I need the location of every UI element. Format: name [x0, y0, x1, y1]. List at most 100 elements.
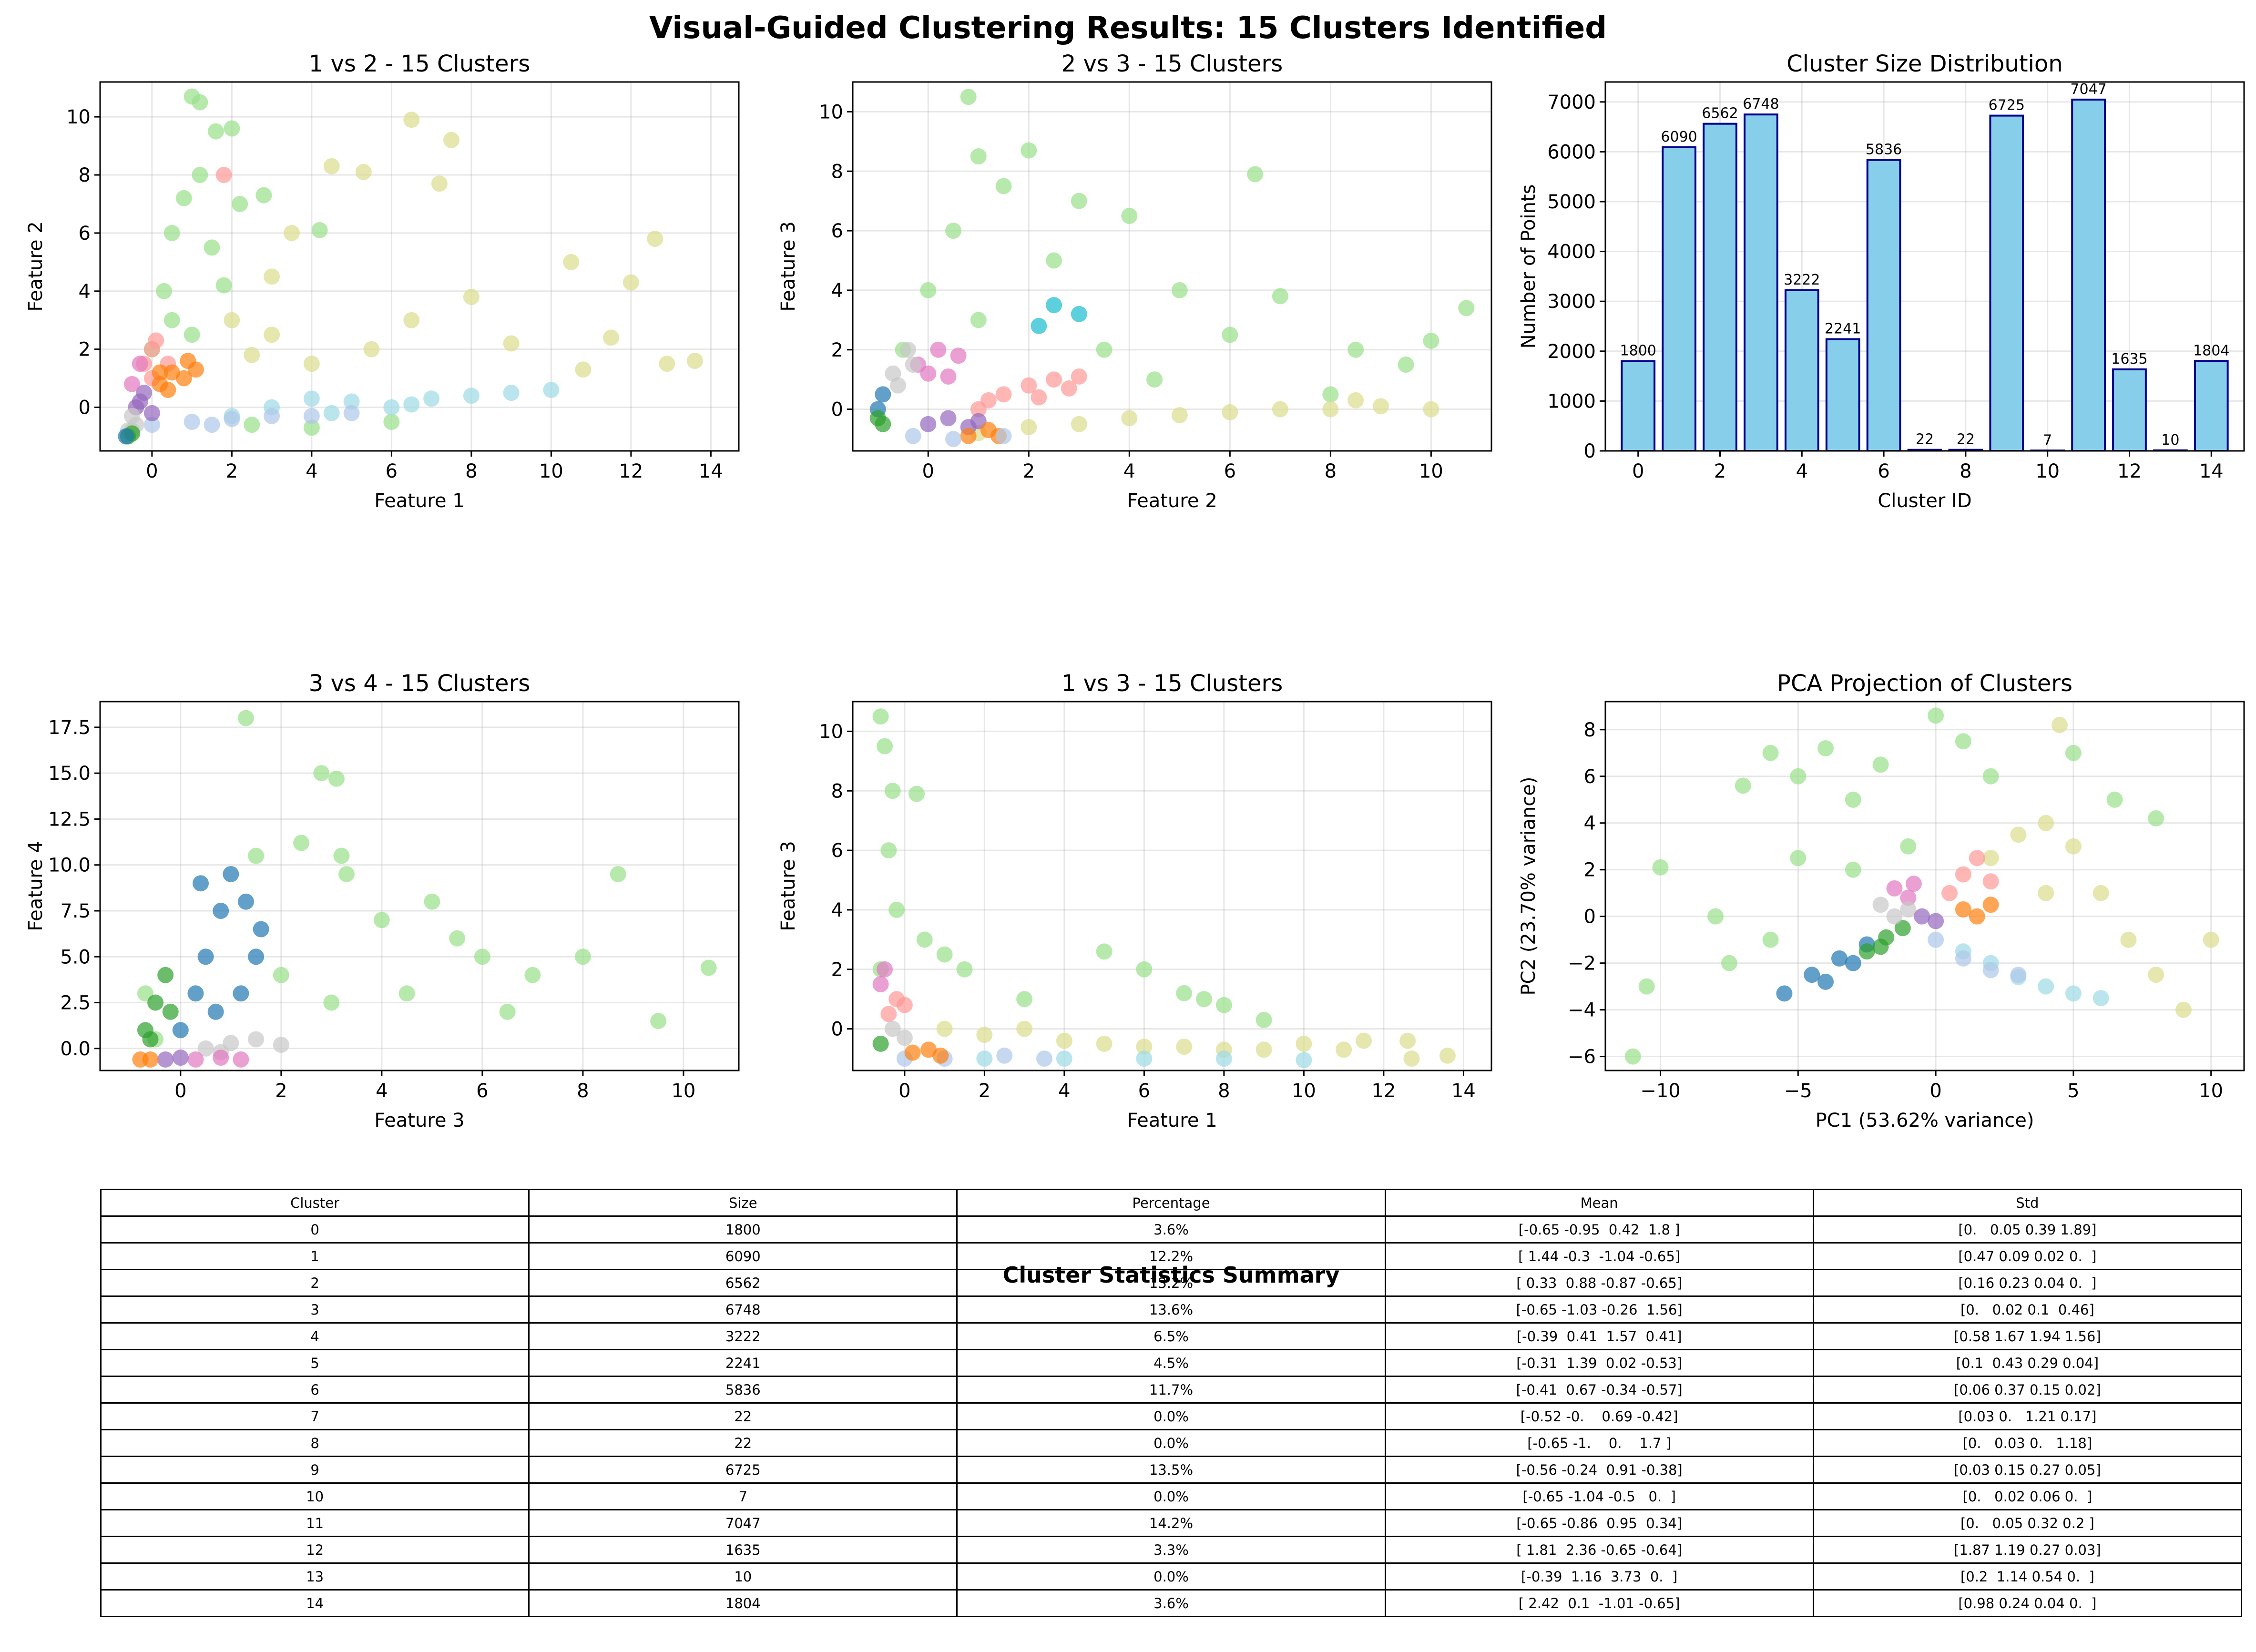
scatter-point-cluster-6 — [1955, 866, 1971, 883]
y-tick-label: 2 — [1584, 859, 1596, 881]
y-tick-label: 0 — [831, 399, 843, 421]
scatter-point-cluster-9 — [875, 386, 891, 403]
table-cell: 2241 — [528, 1349, 958, 1377]
x-tick-label: 14 — [1451, 1080, 1476, 1102]
scatter-point-cluster-0 — [184, 326, 200, 343]
table-cell: 6748 — [528, 1295, 958, 1324]
table-cell: 7047 — [528, 1509, 958, 1537]
scatter-point-cluster-1 — [936, 1020, 953, 1037]
table-cell: [-0.56 -0.24 0.91 -0.38] — [1384, 1456, 1814, 1484]
scatter-point-cluster-6 — [1982, 873, 1999, 890]
axes-frame — [99, 701, 740, 1071]
scatter-point-cluster-0 — [909, 785, 925, 802]
y-tick-label: 6 — [79, 223, 91, 245]
scatter-point-cluster-2 — [1031, 389, 1047, 406]
scatter-point-cluster-6 — [960, 428, 977, 444]
scatter-point-cluster-0 — [1247, 166, 1264, 183]
bar-cluster-2 — [1703, 122, 1737, 451]
x-tick-label: 0 — [1632, 460, 1644, 482]
scatter-point-cluster-4 — [905, 356, 921, 373]
scatter-point-cluster-0 — [244, 417, 260, 433]
scatter-point-cluster-3 — [920, 365, 937, 382]
table-cell: 4 — [100, 1322, 530, 1350]
scatter-point-cluster-0 — [1021, 142, 1037, 159]
plot-area — [1624, 707, 2219, 1065]
scatter-point-cluster-0 — [1096, 341, 1113, 358]
x-tick-label: 2 — [979, 1080, 990, 1102]
table-cell: 13 — [100, 1562, 530, 1591]
scatter-point-cluster-2 — [543, 382, 560, 398]
scatter-point-cluster-8 — [872, 1035, 889, 1052]
x-tick-label: 14 — [2199, 460, 2224, 482]
x-tick-label: 6 — [476, 1080, 488, 1102]
plot-area — [872, 708, 1456, 1069]
x-tick-label: 4 — [1123, 460, 1135, 482]
x-tick-label: −10 — [1640, 1080, 1680, 1102]
bar-cluster-4 — [1784, 289, 1819, 451]
bar-value-label: 7047 — [2070, 81, 2106, 98]
scatter-point-cluster-0 — [1222, 326, 1238, 343]
x-axis-label: Feature 2 — [1127, 490, 1217, 512]
table-cell: [ 2.42 0.1 -1.01 -0.65] — [1384, 1589, 1814, 1617]
scatter-point-cluster-9 — [1955, 901, 1971, 918]
scatter-point-cluster-2 — [463, 388, 480, 404]
bar-value-label: 10 — [2161, 432, 2179, 449]
scatter-point-cluster-8 — [1900, 901, 1917, 918]
bar-cluster-1 — [1662, 146, 1696, 451]
scatter-point-cluster-1 — [1136, 1039, 1153, 1055]
scatter-point-cluster-0 — [2065, 744, 2082, 761]
scatter-point-cluster-4 — [215, 167, 232, 184]
scatter-point-cluster-8 — [1046, 297, 1062, 314]
y-tick-label: −4 — [1568, 999, 1596, 1021]
bar-cluster-3 — [1744, 113, 1778, 451]
scatter-point-cluster-2 — [423, 390, 440, 407]
scatter-point-cluster-1 — [303, 356, 320, 372]
x-tick-label: 8 — [1218, 1080, 1230, 1102]
scatter-point-cluster-0 — [920, 282, 937, 298]
bar-value-label: 6562 — [1702, 105, 1738, 122]
scatter-point-cluster-7 — [905, 428, 921, 444]
scatter-point-cluster-7 — [995, 428, 1012, 444]
scatter-point-cluster-6 — [1969, 850, 1985, 867]
x-tick-label: 8 — [465, 460, 477, 482]
scatter-point-cluster-5 — [880, 1006, 897, 1022]
table-cell: [-0.31 1.39 0.02 -0.53] — [1384, 1349, 1814, 1377]
scatter-point-cluster-2 — [1056, 1050, 1072, 1067]
scatter-point-cluster-0 — [1121, 207, 1138, 224]
scatter-point-cluster-0 — [1272, 288, 1288, 305]
table-cell: 0.0% — [956, 1429, 1386, 1457]
scatter-point-cluster-0 — [273, 967, 289, 983]
scatter-point-cluster-0 — [1735, 777, 1751, 794]
scatter-point-cluster-0 — [1982, 768, 1999, 785]
bar-value-label: 22 — [1916, 431, 1934, 448]
scatter-point-cluster-0 — [449, 930, 466, 947]
y-axis-label: Feature 3 — [777, 221, 799, 311]
y-tick-label: 1000 — [1547, 390, 1596, 412]
y-tick-label: 4 — [79, 281, 91, 303]
x-tick-label: 6 — [1138, 1080, 1150, 1102]
table-row: 9 6725 13.5% [-0.56 -0.24 0.91 -0.38] [0.03 … — [100, 1456, 2243, 1484]
scatter-point-cluster-0 — [1176, 985, 1193, 1001]
scatter-point-cluster-3 — [204, 417, 220, 433]
scatter-point-cluster-1 — [172, 1022, 189, 1039]
y-tick-label: 12.5 — [48, 808, 91, 830]
scatter-point-cluster-8 — [1872, 897, 1889, 913]
scatter-point-cluster-5 — [163, 364, 180, 381]
scatter-point-cluster-0 — [313, 765, 330, 782]
x-tick-label: 0 — [146, 460, 158, 482]
scatter-point-cluster-0 — [1071, 193, 1087, 209]
column-header: Size — [528, 1189, 958, 1217]
x-tick-label: 10 — [1419, 460, 1443, 482]
scatter-point-cluster-7 — [896, 1030, 913, 1046]
x-tick-label: 8 — [1325, 460, 1337, 482]
scatter-point-cluster-5 — [920, 416, 937, 432]
scatter-point-cluster-5 — [180, 353, 196, 369]
figure-title: Visual-Guided Clustering Results: 15 Clu… — [649, 10, 1607, 46]
axes-frame — [852, 81, 1492, 452]
scatter-point-cluster-2 — [1804, 967, 1820, 983]
scatter-point-cluster-0 — [1638, 978, 1655, 995]
scatter-point-cluster-0 — [474, 948, 490, 965]
y-tick-label: 8 — [1584, 719, 1596, 741]
table-cell: 8 — [100, 1429, 530, 1457]
scatter-point-cluster-1 — [264, 326, 280, 343]
